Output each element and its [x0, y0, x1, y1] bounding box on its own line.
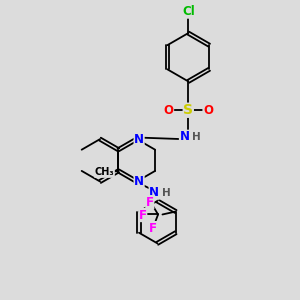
- Text: H: H: [161, 188, 170, 198]
- Text: F: F: [139, 208, 147, 222]
- Text: Cl: Cl: [182, 5, 195, 18]
- Text: O: O: [203, 104, 213, 117]
- Text: F: F: [149, 221, 157, 235]
- Text: CH₃: CH₃: [95, 167, 114, 177]
- Text: N: N: [149, 186, 159, 199]
- Text: F: F: [146, 196, 154, 208]
- Text: N: N: [134, 133, 144, 146]
- Text: S: S: [183, 103, 193, 117]
- Text: N: N: [179, 130, 190, 143]
- Text: H: H: [192, 132, 201, 142]
- Text: N: N: [134, 175, 144, 188]
- Text: O: O: [164, 104, 174, 117]
